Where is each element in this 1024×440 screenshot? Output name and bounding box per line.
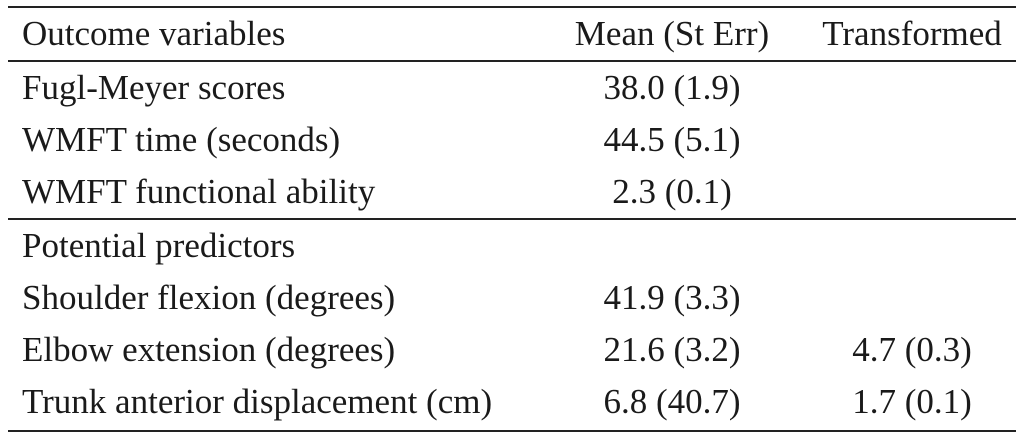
header-mean-st-err: Mean (St Err) [574, 14, 770, 53]
header-outcome-variables: Outcome variables [22, 14, 286, 53]
row-label: WMFT time (seconds) [22, 120, 341, 159]
row-label: Elbow extension (degrees) [22, 330, 396, 369]
row-label: Fugl-Meyer scores [22, 68, 286, 107]
section-rule [8, 218, 1016, 220]
row-label: Shoulder flexion (degrees) [22, 278, 396, 317]
row-transformed: 1.7 (0.1) [852, 382, 972, 421]
row-label: Trunk anterior displacement (cm) [22, 382, 493, 421]
row-label: WMFT functional ability [22, 172, 376, 211]
table-row: WMFT time (seconds) 44.5 (5.1) [8, 114, 1016, 166]
top-rule [8, 6, 1016, 8]
header-rule [8, 60, 1016, 62]
row-transformed: 4.7 (0.3) [852, 330, 972, 369]
row-mean: 2.3 (0.1) [612, 172, 732, 211]
header-row: Outcome variables Mean (St Err) Transfor… [8, 8, 1016, 60]
table-row: WMFT functional ability 2.3 (0.1) [8, 166, 1016, 218]
section-heading-potential-predictors: Potential predictors [22, 226, 296, 265]
row-mean: 38.0 (1.9) [603, 68, 741, 107]
row-mean: 41.9 (3.3) [603, 278, 741, 317]
row-mean: 44.5 (5.1) [603, 120, 741, 159]
bottom-rule [8, 430, 1016, 432]
table-row: Shoulder flexion (degrees) 41.9 (3.3) [8, 272, 1016, 324]
table-row: Elbow extension (degrees) 21.6 (3.2) 4.7… [8, 324, 1016, 376]
row-mean: 21.6 (3.2) [603, 330, 741, 369]
section-heading-row: Potential predictors [8, 220, 1016, 272]
row-mean: 6.8 (40.7) [603, 382, 741, 421]
table-row: Fugl-Meyer scores 38.0 (1.9) [8, 62, 1016, 114]
table-row: Trunk anterior displacement (cm) 6.8 (40… [8, 376, 1016, 428]
header-transformed: Transformed [822, 14, 1002, 53]
